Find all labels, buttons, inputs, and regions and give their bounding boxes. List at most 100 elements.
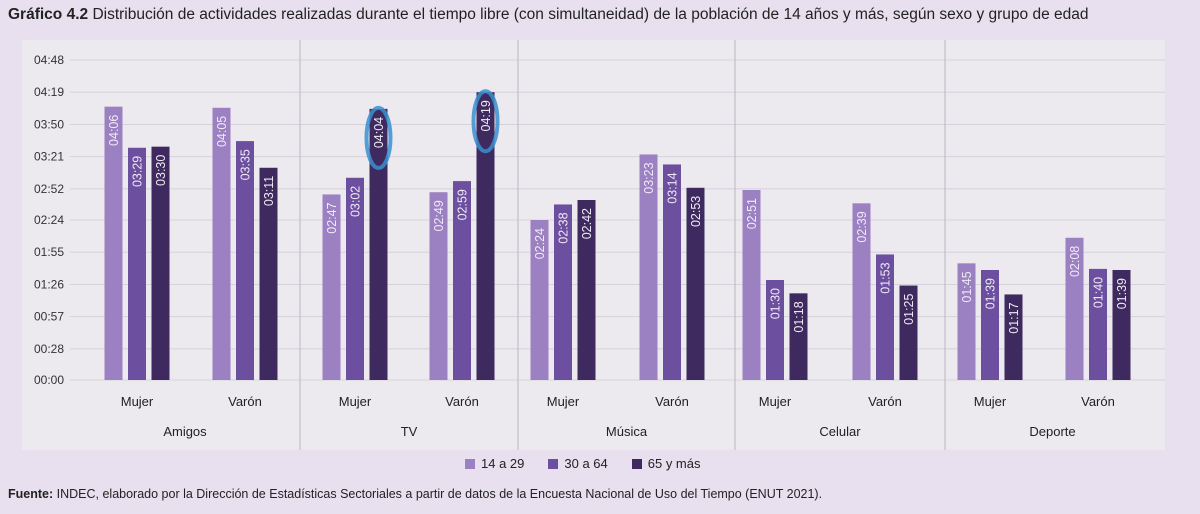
y-tick-label: 00:57 xyxy=(34,310,64,324)
subgroup-label: Mujer xyxy=(339,394,372,409)
y-tick-label: 03:50 xyxy=(34,117,64,131)
subgroup-label: Varón xyxy=(228,394,262,409)
data-label: 01:53 xyxy=(879,262,893,293)
bar xyxy=(1004,294,1023,380)
legend-item-14-29: 14 a 29 xyxy=(465,456,524,471)
subgroup-label: Varón xyxy=(868,394,902,409)
data-label: 01:25 xyxy=(902,294,916,325)
bar xyxy=(742,190,761,380)
legend-item-65-mas: 65 y más xyxy=(631,456,701,471)
data-label: 03:02 xyxy=(349,186,363,217)
data-label: 03:29 xyxy=(131,156,145,187)
data-label: 02:59 xyxy=(456,189,470,220)
group-label: Música xyxy=(606,424,648,439)
data-label: 04:04 xyxy=(372,117,386,148)
bar xyxy=(104,106,123,381)
bar xyxy=(766,280,784,380)
bar xyxy=(346,177,364,380)
y-tick-label: 04:48 xyxy=(34,53,64,67)
legend-label: 30 a 64 xyxy=(564,456,608,471)
legend-label: 65 y más xyxy=(647,456,701,471)
y-tick-label: 01:26 xyxy=(34,277,64,291)
data-label: 01:18 xyxy=(792,301,806,332)
bar xyxy=(789,293,808,380)
data-label: 02:47 xyxy=(325,202,339,233)
y-tick-label: 00:28 xyxy=(34,342,64,356)
data-label: 01:30 xyxy=(769,288,783,319)
bar xyxy=(530,220,549,380)
plot-area: 00:00 00:28 00:57 01:26 01:55 02:24 02:52 03:21… xyxy=(0,40,1200,450)
y-tick-label: 00:00 xyxy=(34,373,64,387)
subgroup-label: Varón xyxy=(445,394,479,409)
bar-chart: 00:00 00:28 00:57 01:26 01:55 02:24 02:52 03:21… xyxy=(22,40,1165,450)
y-tick-label: 02:52 xyxy=(34,182,64,196)
subgroup-label: Varón xyxy=(1081,394,1115,409)
bar xyxy=(1112,270,1131,380)
bar xyxy=(1065,237,1084,380)
data-label: 01:40 xyxy=(1092,277,1106,308)
group-label: Celular xyxy=(819,424,861,439)
subgroup-label: Mujer xyxy=(759,394,792,409)
source-prefix: Fuente: xyxy=(8,487,54,501)
highlight-ring xyxy=(471,89,500,154)
data-label: 03:23 xyxy=(642,162,656,193)
bar xyxy=(981,270,999,380)
data-label: 02:24 xyxy=(533,228,547,259)
bar xyxy=(151,146,170,380)
legend-swatch xyxy=(631,458,642,469)
bar xyxy=(259,167,278,380)
data-label: 01:39 xyxy=(984,278,998,309)
subgroup-label: Varón xyxy=(655,394,689,409)
data-label: 03:35 xyxy=(239,149,253,180)
highlight-ring xyxy=(364,105,393,170)
bar xyxy=(899,285,918,380)
data-label: 02:08 xyxy=(1068,246,1082,277)
subgroup-label: Mujer xyxy=(121,394,154,409)
bar xyxy=(663,164,681,380)
data-label: 04:05 xyxy=(215,116,229,147)
title-text: Distribución de actividades realizadas d… xyxy=(92,6,1089,23)
data-label: 02:39 xyxy=(855,211,869,242)
title-prefix: Gráfico 4.2 xyxy=(8,6,89,23)
data-label: 04:06 xyxy=(107,115,121,146)
bar xyxy=(476,92,495,380)
subgroup-label: Mujer xyxy=(547,394,580,409)
data-label: 01:45 xyxy=(960,271,974,302)
legend-swatch xyxy=(548,458,559,469)
bar xyxy=(429,192,448,380)
data-label: 03:14 xyxy=(666,172,680,203)
bar xyxy=(1089,268,1107,380)
data-label: 02:42 xyxy=(580,208,594,239)
source-text: INDEC, elaborado por la Dirección de Est… xyxy=(56,487,823,501)
data-label: 02:49 xyxy=(432,200,446,231)
data-label: 02:51 xyxy=(745,198,759,229)
group-label: TV xyxy=(401,424,418,439)
data-label: 04:19 xyxy=(479,100,493,131)
bar xyxy=(554,204,572,380)
bar xyxy=(236,141,254,380)
bar xyxy=(957,263,976,380)
bar xyxy=(322,194,341,380)
bar xyxy=(128,147,146,380)
data-label: 02:38 xyxy=(557,212,571,243)
bar xyxy=(686,187,705,380)
data-label: 01:39 xyxy=(1115,278,1129,309)
data-label: 03:30 xyxy=(154,155,168,186)
y-tick-label: 02:24 xyxy=(34,213,64,227)
y-tick-label: 01:55 xyxy=(34,245,64,259)
y-tick-label: 04:19 xyxy=(34,85,64,99)
bar xyxy=(453,181,471,380)
bar xyxy=(369,108,388,380)
legend: 14 a 29 30 a 64 65 y más xyxy=(465,456,701,471)
bar xyxy=(852,203,871,380)
bar xyxy=(639,154,658,380)
source-note: Fuente: INDEC, elaborado por la Direcció… xyxy=(8,487,822,501)
legend-swatch xyxy=(465,458,475,469)
chart-title: Gráfico 4.2 Distribución de actividades … xyxy=(8,6,1088,24)
subgroup-label: Mujer xyxy=(974,394,1007,409)
bar xyxy=(876,254,894,380)
group-label: Amigos xyxy=(163,424,207,439)
legend-label: 14 a 29 xyxy=(481,456,525,471)
bar xyxy=(212,107,231,381)
group-label: Deporte xyxy=(1029,424,1075,439)
